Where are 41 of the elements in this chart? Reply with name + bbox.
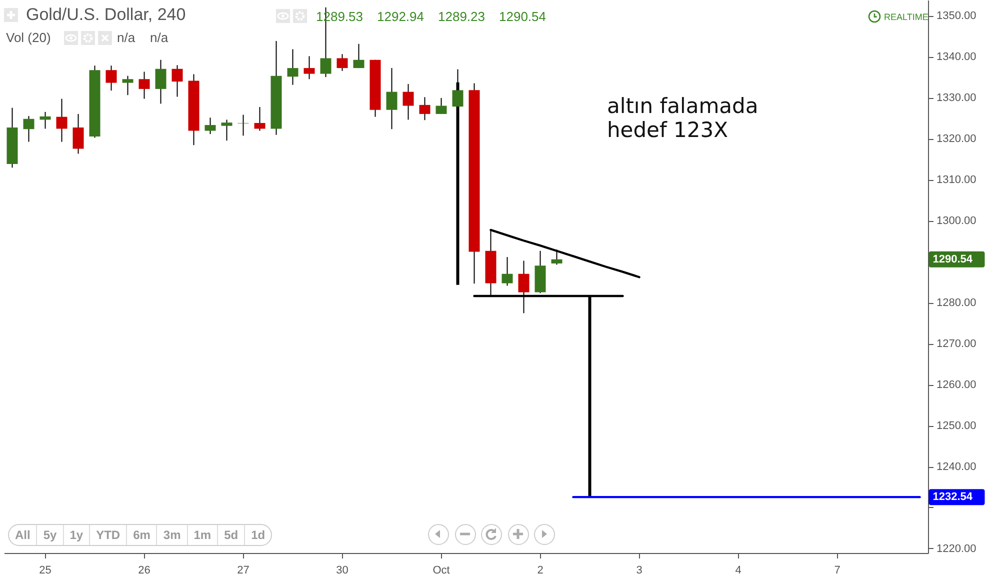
x-tick-label: Oct bbox=[432, 564, 450, 576]
annotation: 1290.54 bbox=[499, 9, 546, 24]
annotation: altın falamada hedef 123X bbox=[607, 94, 758, 142]
annotation: 5d bbox=[218, 525, 246, 545]
y-tick-label: 1260.00 bbox=[936, 379, 976, 392]
annotation: 1292.94 bbox=[377, 9, 424, 24]
y-tick-label: 1320.00 bbox=[936, 133, 976, 146]
annotation: Vol (20) bbox=[6, 30, 51, 45]
y-tick-label: 1350.00 bbox=[936, 10, 976, 22]
y-tick-label: 1270.00 bbox=[936, 338, 976, 350]
annotation: n/a bbox=[150, 30, 168, 45]
annotation: All bbox=[9, 525, 38, 545]
y-tick-label: 1220.00 bbox=[936, 542, 976, 555]
x-tick-label: 7 bbox=[834, 564, 840, 576]
x-tick-label: 26 bbox=[138, 564, 150, 576]
y-tick-label: 1300.00 bbox=[936, 215, 976, 228]
data-label: 1232.54 bbox=[932, 491, 974, 504]
x-tick-label: 2 bbox=[537, 564, 544, 576]
text: 1290.54 bbox=[932, 253, 974, 266]
x-tick-label: 25 bbox=[39, 564, 52, 576]
annotation: 3m bbox=[157, 525, 188, 545]
y-tick-label: 1240.00 bbox=[936, 461, 976, 474]
annotation: 1d bbox=[250, 527, 266, 544]
annotation: n/a bbox=[117, 30, 136, 45]
y-tick-label: 1280.00 bbox=[936, 297, 976, 310]
y-tick-label: 1340.00 bbox=[936, 51, 976, 64]
annotation: 1m bbox=[188, 525, 218, 545]
x-tick-label: 27 bbox=[237, 564, 250, 576]
annotation: 5y bbox=[37, 525, 64, 545]
annotation: 6m bbox=[127, 525, 158, 545]
annotation: 1289.23 bbox=[438, 9, 485, 24]
chart-title: Gold/U.S. Dollar, 240 bbox=[26, 5, 186, 25]
annotation: YTD bbox=[90, 525, 128, 545]
y-tick-label: 1310.00 bbox=[936, 174, 976, 186]
x-tick-label: 4 bbox=[735, 564, 742, 576]
x-tick-label: 30 bbox=[336, 564, 348, 576]
x-tick-label: 3 bbox=[636, 564, 642, 576]
y-tick-label: 1250.00 bbox=[936, 420, 976, 432]
annotation: 1y bbox=[64, 525, 90, 545]
annotation: REALTIME bbox=[884, 12, 928, 22]
y-tick-label: 1330.00 bbox=[936, 92, 976, 104]
